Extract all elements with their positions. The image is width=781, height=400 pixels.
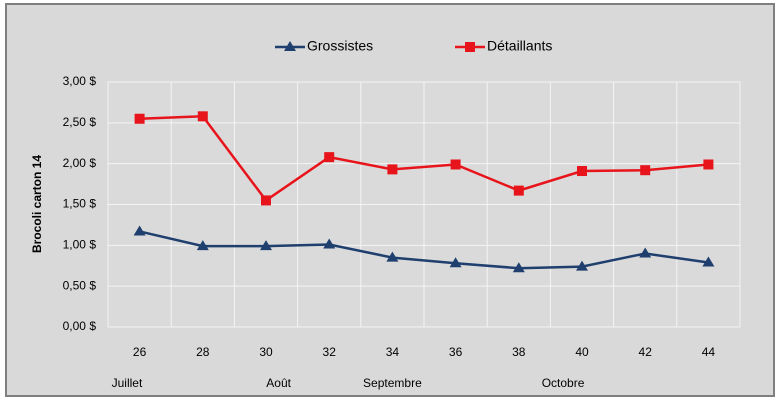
x-tick-label: 42 (639, 345, 653, 359)
marker (387, 164, 398, 175)
marker (449, 257, 462, 268)
series-line (139, 230, 709, 270)
legend-label: Détaillants (487, 38, 552, 54)
marker (577, 166, 587, 177)
y-tick-label: 2,50 $ (63, 115, 97, 129)
y-tick-label: 2,00 $ (63, 156, 97, 170)
marker (324, 152, 335, 163)
marker (196, 240, 209, 251)
month-label: Août (266, 376, 291, 390)
marker (133, 225, 146, 236)
marker (323, 238, 336, 249)
month-label: Octobre (542, 376, 585, 390)
x-tick-label: 38 (512, 345, 526, 359)
legend-label: Grossistes (307, 38, 373, 54)
marker (386, 251, 399, 262)
marker (465, 42, 475, 52)
marker (261, 195, 271, 206)
x-tick-label: 40 (575, 345, 589, 359)
y-tick-label: 1,00 $ (63, 238, 97, 252)
x-tick-label: 26 (133, 345, 147, 359)
y-tick-label: 1,50 $ (63, 197, 97, 211)
marker (576, 260, 588, 271)
marker (703, 159, 714, 170)
x-tick-label: 34 (386, 345, 400, 359)
series-line (139, 115, 709, 203)
marker (450, 159, 461, 170)
marker (702, 256, 715, 267)
month-label: Septembre (363, 376, 422, 390)
x-tick-label: 28 (196, 345, 210, 359)
marker (284, 41, 296, 51)
y-axis-label: Brocoli carton 14 (30, 155, 44, 253)
marker (512, 262, 525, 273)
marker (639, 247, 652, 258)
y-tick-label: 0,50 $ (63, 278, 97, 292)
marker (260, 240, 272, 251)
month-label: Juillet (112, 376, 143, 390)
x-tick-label: 30 (259, 345, 273, 359)
marker (640, 165, 651, 176)
marker (197, 111, 208, 122)
marker (134, 113, 145, 124)
x-tick-label: 44 (702, 345, 716, 359)
y-tick-label: 3,00 $ (63, 74, 97, 88)
x-tick-label: 32 (323, 345, 337, 359)
x-tick-label: 36 (449, 345, 463, 359)
y-tick-label: 0,00 $ (63, 319, 97, 333)
marker (513, 185, 524, 196)
